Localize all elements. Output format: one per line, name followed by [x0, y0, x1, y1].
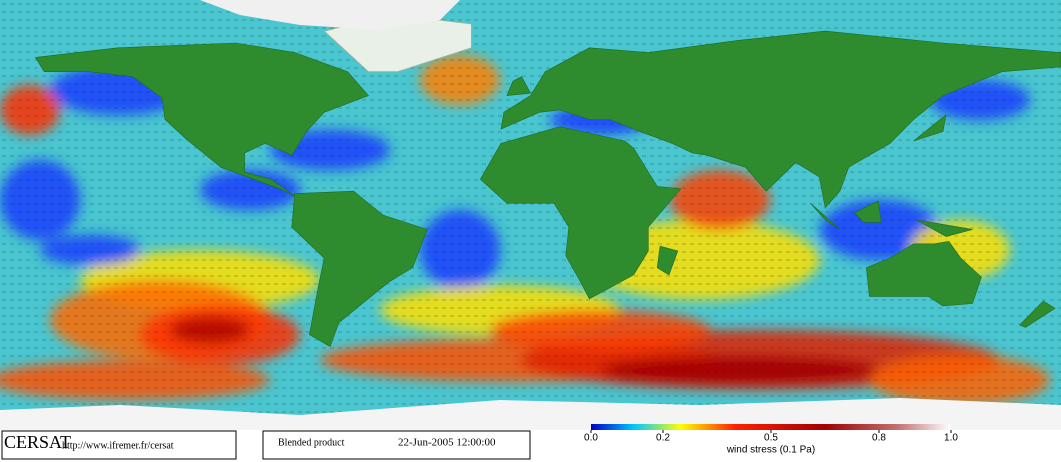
colorbar-title: wind stress (0.1 Pa)	[726, 445, 815, 456]
continent	[916, 219, 973, 237]
colorbar	[591, 424, 951, 430]
continent	[913, 113, 947, 142]
land	[0, 0, 1061, 430]
date: 22-Jun-2005 12:00:00	[398, 437, 496, 449]
antarctica	[0, 398, 1061, 430]
continent	[291, 190, 428, 348]
product-box	[262, 430, 531, 460]
arctic	[200, 0, 460, 30]
continent	[480, 126, 682, 300]
continent	[1019, 300, 1056, 328]
continent	[866, 241, 982, 307]
url: http://www.ifremer.fr/cersat	[62, 440, 174, 451]
colorbar-tick-label: 0.8	[872, 433, 886, 444]
continent	[656, 245, 679, 276]
logo: CERSAT	[4, 432, 71, 452]
continent	[34, 42, 369, 197]
greenland	[323, 16, 472, 73]
continent	[506, 76, 531, 96]
colorbar-tick-label: 1.0	[944, 433, 958, 444]
product: Blended product	[278, 437, 345, 448]
continent	[500, 30, 1061, 209]
continent	[810, 202, 841, 230]
colorbar-tick-label: 0.5	[764, 433, 778, 444]
logo-box	[1, 430, 237, 460]
colorbar-tick-label: 0.0	[584, 433, 598, 444]
continent	[854, 200, 882, 223]
colorbar-tick-label: 0.2	[656, 433, 670, 444]
